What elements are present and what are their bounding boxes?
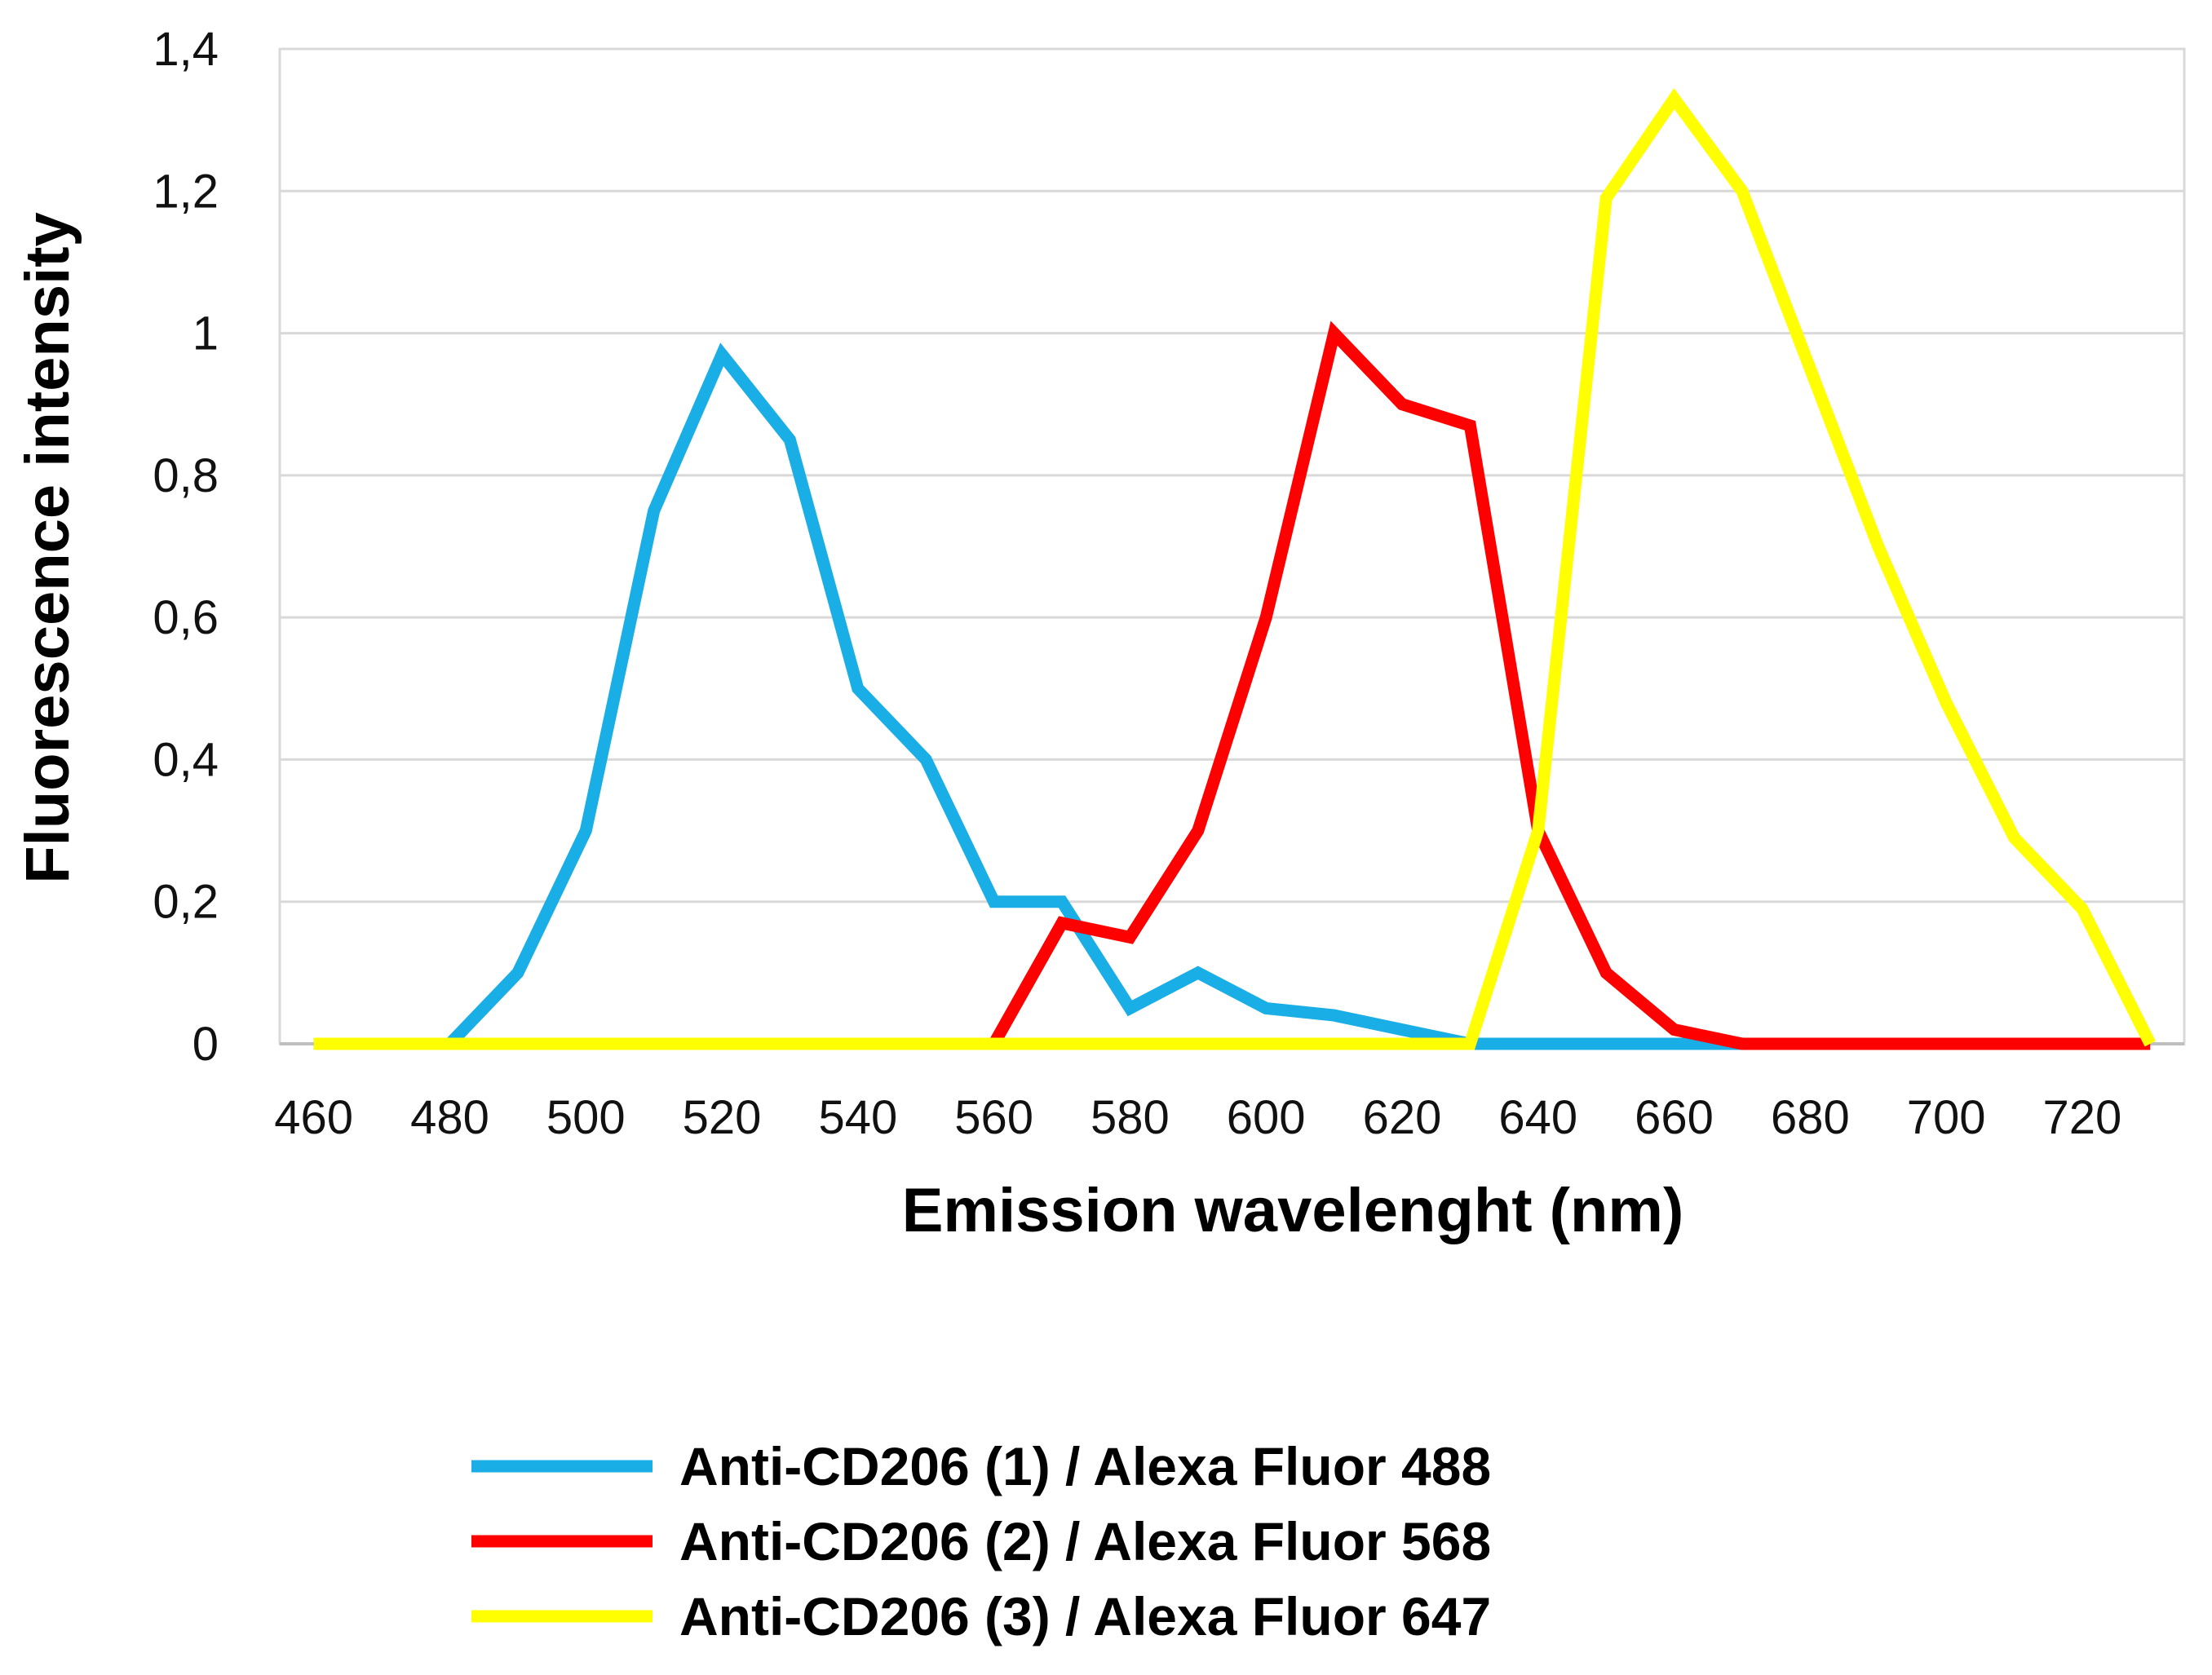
x-tick-label: 680: [1771, 1091, 1850, 1144]
x-axis-title: Emission wavelenght (nm): [902, 1176, 1684, 1245]
x-tick-label: 540: [818, 1091, 897, 1144]
x-tick-label: 480: [410, 1091, 489, 1144]
y-axis: 0 0,2 0,4 0,6 0,8 1 1,2 1,4: [153, 23, 2184, 1071]
series-line-1: [313, 343, 1742, 1050]
x-tick-label: 620: [1363, 1091, 1442, 1144]
y-tick-label: 1,4: [153, 23, 219, 76]
x-tick-label: 660: [1635, 1091, 1714, 1144]
legend: Anti-CD206 (1) / Alexa Fluor 488 Anti-CD2…: [471, 1436, 1491, 1646]
x-tick-label: 500: [546, 1091, 626, 1144]
x-tick-label: 600: [1227, 1091, 1306, 1144]
x-tick-label: 560: [954, 1091, 1033, 1144]
x-axis: 460 480 500 520 540 560 580 600 620 640 660 680 700 7…: [274, 1091, 2121, 1144]
y-tick-label: 0,4: [153, 733, 219, 786]
plot-border: [278, 47, 2186, 1045]
x-tick-label: 700: [1907, 1091, 1986, 1144]
series-line-2: [989, 320, 2151, 1050]
series-line-3: [313, 88, 2156, 1050]
y-tick-label: 0,6: [153, 591, 219, 644]
legend-label: Anti-CD206 (2) / Alexa Fluor 568: [679, 1511, 1491, 1571]
y-tick-label: 1,2: [153, 165, 219, 218]
y-tick-label: 0: [192, 1018, 219, 1071]
x-tick-label: 720: [2043, 1091, 2122, 1144]
x-tick-label: 460: [274, 1091, 353, 1144]
y-axis-title: Fluorescence intensity: [13, 212, 82, 884]
legend-label: Anti-CD206 (3) / Alexa Fluor 647: [679, 1586, 1491, 1646]
legend-label: Anti-CD206 (1) / Alexa Fluor 488: [679, 1436, 1491, 1496]
x-tick-label: 640: [1498, 1091, 1577, 1144]
y-tick-label: 0,2: [153, 876, 219, 929]
y-tick-label: 0,8: [153, 449, 219, 502]
x-tick-label: 520: [683, 1091, 762, 1144]
grid: [278, 47, 2186, 1045]
x-tick-label: 580: [1091, 1091, 1170, 1144]
y-tick-label: 1: [192, 307, 219, 360]
plot-area: [313, 88, 2156, 1050]
